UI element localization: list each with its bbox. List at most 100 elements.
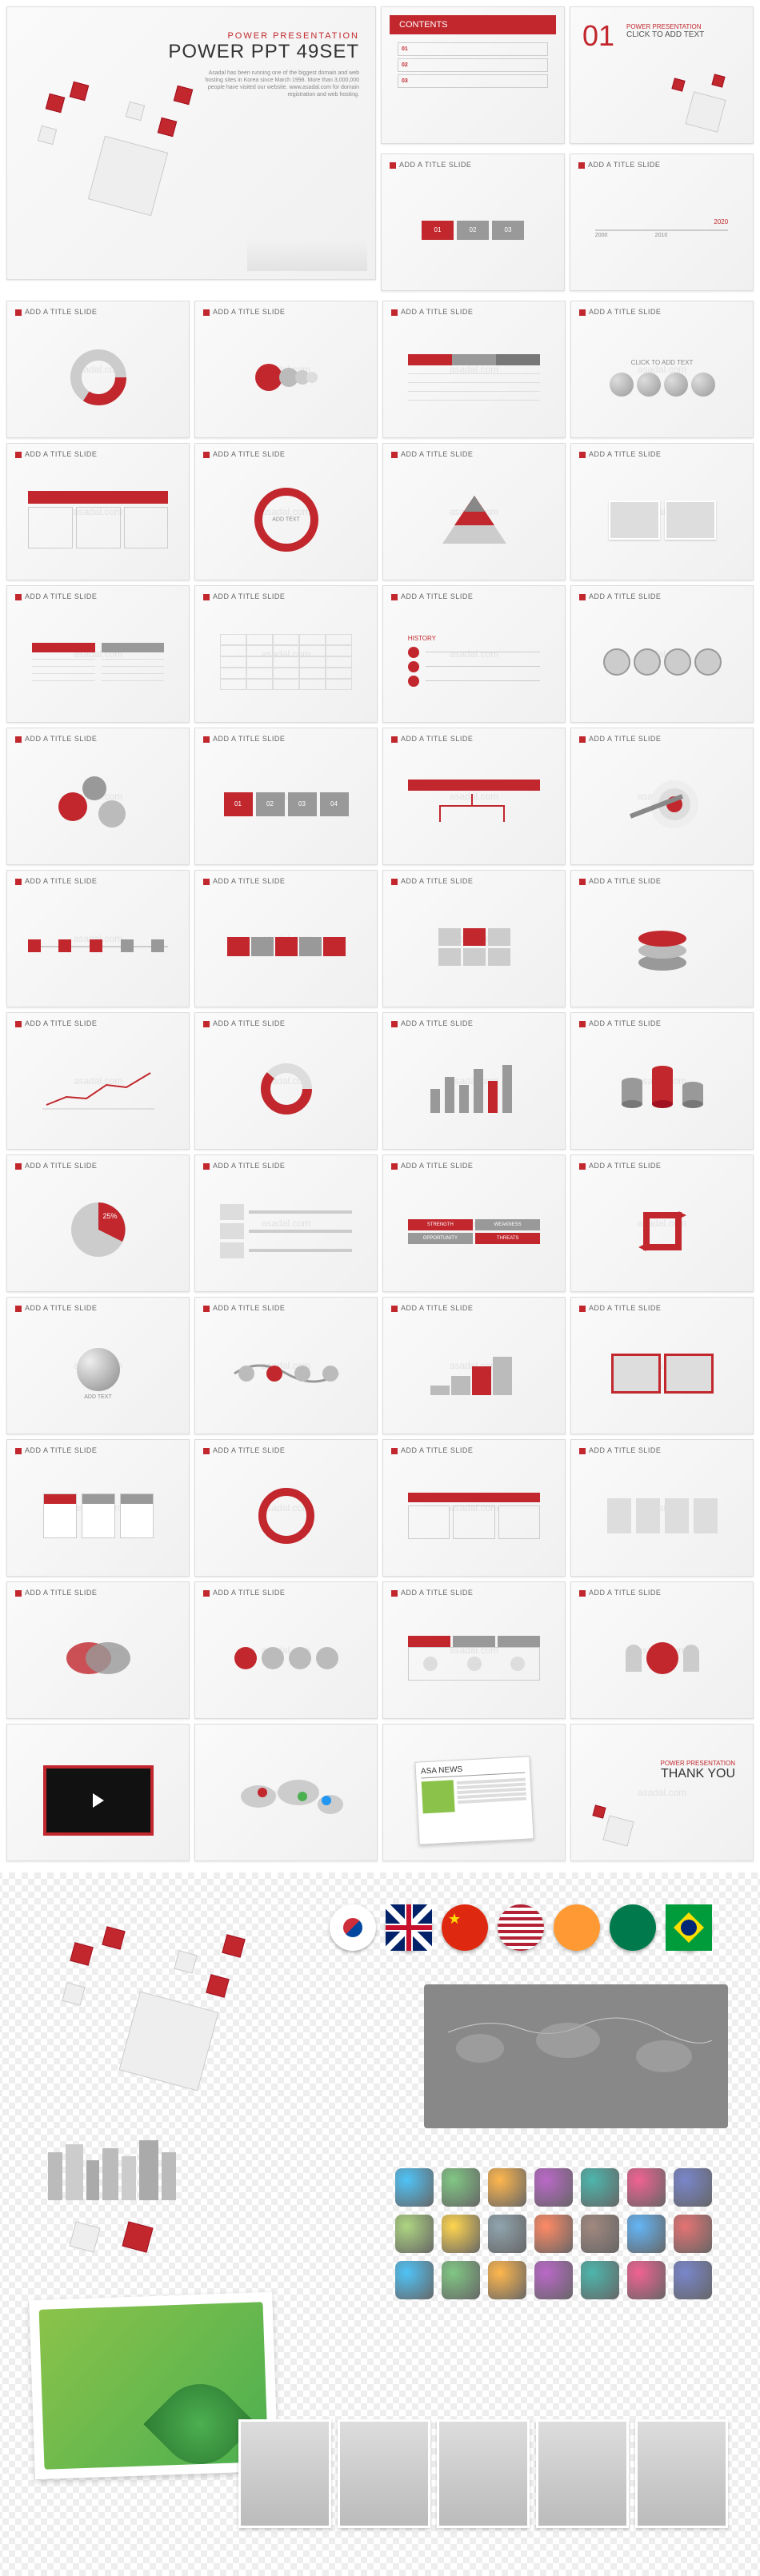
person-img bbox=[437, 2419, 530, 2528]
clipart-icon bbox=[395, 2215, 434, 2253]
section-title: CLICK TO ADD TEXT bbox=[626, 30, 704, 39]
flag-za bbox=[610, 1904, 656, 1951]
slide-swot: ADD A TITLE SLIDEasadal.comSTRENGTHWEAKN… bbox=[382, 1154, 566, 1292]
section-slide: 01 POWER PRESENTATION CLICK TO ADD TEXT bbox=[570, 6, 754, 144]
clipart-icon bbox=[534, 2261, 573, 2299]
slide-icons: ADD A TITLE SLIDEasadal.com bbox=[194, 1581, 378, 1719]
clipart-icon bbox=[488, 2215, 526, 2253]
slide-donut: ADD A TITLE SLIDEasadal.com bbox=[6, 301, 190, 438]
clipart-icon bbox=[442, 2261, 480, 2299]
clipart-icon bbox=[627, 2215, 666, 2253]
clipart-icon bbox=[395, 2168, 434, 2207]
section-number: 01 bbox=[582, 19, 614, 53]
slide-cylinders: ADD A TITLE SLIDEasadal.com bbox=[570, 1012, 754, 1150]
slide-spheres: ADD A TITLE SLIDEasadal.comCLICK TO ADD … bbox=[570, 301, 754, 438]
slide-hex: ADD A TITLE SLIDEasadal.com bbox=[570, 585, 754, 723]
title-slide: POWER PRESENTATION POWER PPT 49SET Asada… bbox=[6, 6, 376, 280]
clipart-icon bbox=[534, 2215, 573, 2253]
clipart-icon bbox=[488, 2261, 526, 2299]
slide-grid: ADD A TITLE SLIDEasadal.com bbox=[194, 585, 378, 723]
flag-cn: ★ bbox=[442, 1904, 488, 1951]
asset-worldmap bbox=[424, 1984, 728, 2128]
clipart-icon bbox=[581, 2261, 619, 2299]
flag-br bbox=[666, 1904, 712, 1951]
slide-gears: ADD A TITLE SLIDEasadal.com bbox=[6, 728, 190, 865]
slide-figure: ADD A TITLE SLIDEasadal.com bbox=[570, 1581, 754, 1719]
flag-us bbox=[498, 1904, 544, 1951]
slide-ring: ADD A TITLE SLIDEasadal.comADD TEXT bbox=[194, 443, 378, 580]
slide-worldmap: asadal.com bbox=[194, 1724, 378, 1861]
clipart-icon bbox=[395, 2261, 434, 2299]
contents-header: CONTENTS bbox=[390, 15, 556, 34]
slide-pyramid: ADD A TITLE SLIDEasadal.com bbox=[382, 443, 566, 580]
clipart-icon bbox=[442, 2215, 480, 2253]
slide-flow: ADD A TITLE SLIDEasadal.com bbox=[382, 728, 566, 865]
slide-timeline5: ADD A TITLE SLIDEasadal.com bbox=[6, 870, 190, 1007]
clipart-icon bbox=[488, 2168, 526, 2207]
slide-wave: ADD A TITLE SLIDEasadal.com bbox=[194, 1297, 378, 1434]
section-sub: POWER PRESENTATION bbox=[626, 23, 704, 30]
clipart-icon bbox=[674, 2215, 712, 2253]
slide-pie: ADD A TITLE SLIDEasadal.com25% bbox=[6, 1154, 190, 1292]
cube-graphic bbox=[31, 79, 191, 223]
slide-video: asadal.com bbox=[6, 1724, 190, 1861]
flag-kr bbox=[330, 1904, 376, 1951]
slide-people: ADD A TITLE SLIDEasadal.com bbox=[570, 1439, 754, 1577]
slide-stairs: ADD A TITLE SLIDEasadal.com bbox=[382, 1297, 566, 1434]
clipart-icon bbox=[627, 2261, 666, 2299]
flag-row: ★ bbox=[330, 1904, 712, 1951]
person-img bbox=[635, 2419, 728, 2528]
assets-panel: ★ bbox=[0, 1872, 760, 2576]
asset-city bbox=[32, 2136, 352, 2200]
clipart-icon bbox=[674, 2168, 712, 2207]
cube-mini bbox=[665, 71, 745, 135]
slide-ring2: ADD A TITLE SLIDEasadal.com bbox=[194, 1439, 378, 1577]
contents-item: 02 bbox=[398, 58, 548, 72]
slide-thankyou: asadal.comPOWER PRESENTATIONTHANK YOU bbox=[570, 1724, 754, 1861]
flag-uk bbox=[386, 1904, 432, 1951]
slide-steps4: ADD A TITLE SLIDEasadal.com01020304 bbox=[194, 728, 378, 865]
slide-timeline: ADD A TITLE SLIDE 2000 2010 2020 bbox=[570, 154, 754, 291]
slide-venn: ADD A TITLE SLIDEasadal.com bbox=[6, 1581, 190, 1719]
slide-frames: ADD A TITLE SLIDEasadal.com bbox=[570, 1297, 754, 1434]
slide-bars: ADD A TITLE SLIDEasadal.com bbox=[382, 1012, 566, 1150]
clipart-icon bbox=[581, 2168, 619, 2207]
row-hero: POWER PRESENTATION POWER PPT 49SET Asada… bbox=[6, 6, 754, 296]
slide-layers: ADD A TITLE SLIDEasadal.com bbox=[570, 870, 754, 1007]
slide-donut2: ADD A TITLE SLIDEasadal.com bbox=[194, 1012, 378, 1150]
slide-circles: ADD A TITLE SLIDEasadal.com bbox=[194, 301, 378, 438]
slide-grid: ADD A TITLE SLIDEasadal.comADD A TITLE S… bbox=[6, 301, 754, 1861]
person-img bbox=[536, 2419, 629, 2528]
clipart-icon bbox=[534, 2168, 573, 2207]
slide-rows: ADD A TITLE SLIDEasadal.com bbox=[194, 1154, 378, 1292]
slide-sphere: ADD A TITLE SLIDEasadal.comADD TEXT bbox=[6, 1297, 190, 1434]
slide-steps: ADD A TITLE SLIDE 010203 bbox=[381, 154, 565, 291]
slide-history: ADD A TITLE SLIDEasadal.comHISTORY bbox=[382, 585, 566, 723]
contents-item: 01 bbox=[398, 42, 548, 56]
slide-photos2: ADD A TITLE SLIDEasadal.com bbox=[570, 443, 754, 580]
clipart-icon bbox=[627, 2168, 666, 2207]
slide-list2: ADD A TITLE SLIDEasadal.com bbox=[6, 585, 190, 723]
people-photos bbox=[238, 2419, 728, 2528]
slide-news: asadal.comASA NEWS bbox=[382, 1724, 566, 1861]
clipart-icon bbox=[674, 2261, 712, 2299]
asset-cube bbox=[48, 1920, 272, 2096]
flag-in bbox=[554, 1904, 600, 1951]
title-subtitle: POWER PRESENTATION bbox=[168, 31, 359, 41]
person-img bbox=[338, 2419, 430, 2528]
slide-target: ADD A TITLE SLIDEasadal.com bbox=[570, 728, 754, 865]
slide-line: ADD A TITLE SLIDEasadal.com bbox=[6, 1012, 190, 1150]
icon-grid bbox=[395, 2168, 712, 2299]
contents-slide: CONTENTS 01 02 03 bbox=[381, 6, 565, 144]
clipart-icon bbox=[581, 2215, 619, 2253]
slide-tabs: ADD A TITLE SLIDEasadal.com bbox=[382, 1581, 566, 1719]
slide-cycle: ADD A TITLE SLIDEasadal.com bbox=[570, 1154, 754, 1292]
slide-boxes3: ADD A TITLE SLIDEasadal.com bbox=[382, 1439, 566, 1577]
slide-process: ADD A TITLE SLIDEasadal.com bbox=[194, 870, 378, 1007]
slide-cards: ADD A TITLE SLIDEasadal.com bbox=[6, 1439, 190, 1577]
slide-table3red: ADD A TITLE SLIDEasadal.com bbox=[6, 443, 190, 580]
contents-item: 03 bbox=[398, 74, 548, 88]
clipart-icon bbox=[442, 2168, 480, 2207]
person-img bbox=[238, 2419, 331, 2528]
title-main: POWER PPT 49SET bbox=[168, 41, 359, 63]
